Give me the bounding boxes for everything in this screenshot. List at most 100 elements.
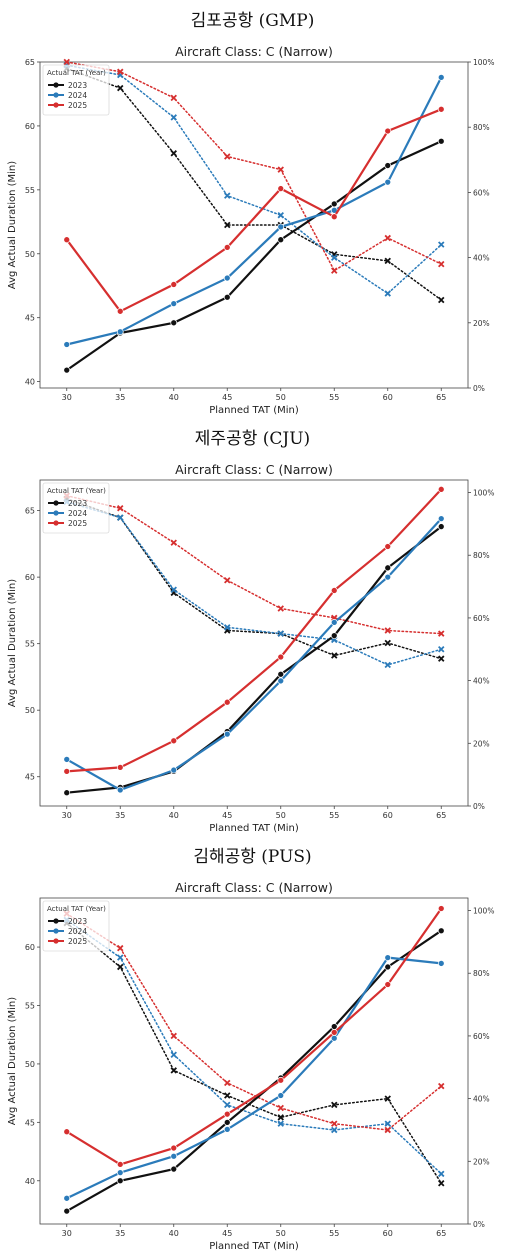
data-point <box>438 630 445 637</box>
legend-label: 2023 <box>68 917 87 926</box>
data-point <box>330 1023 338 1030</box>
legend-marker <box>53 520 59 526</box>
data-point <box>170 586 177 593</box>
legend-label: 2025 <box>68 101 87 110</box>
x-tick-label: 45 <box>222 811 232 820</box>
series-2024-duration <box>63 515 445 794</box>
y2-tick-label: 60% <box>473 188 490 197</box>
data-point <box>223 698 231 706</box>
data-point <box>170 737 178 745</box>
plot-frame <box>39 897 469 1225</box>
y2-tick-label: 40% <box>473 1095 490 1104</box>
y-tick-label: 65 <box>25 58 35 67</box>
series-2024-rate <box>63 916 445 1178</box>
x-tick-label: 65 <box>436 811 446 820</box>
y2-tick-label: 60% <box>473 1032 490 1041</box>
data-point <box>223 730 231 738</box>
chart-heading: 김해공항 (PUS) <box>193 847 312 867</box>
data-point <box>437 137 445 145</box>
y-tick-label: 50 <box>25 250 35 259</box>
y2-tick-label: 20% <box>473 739 490 748</box>
x-tick-label: 60 <box>383 1229 393 1238</box>
legend-label: 2025 <box>68 519 87 528</box>
data-point <box>224 221 231 229</box>
data-point <box>438 646 445 653</box>
x-tick-label: 60 <box>383 811 393 820</box>
y-tick-label: 65 <box>25 507 35 516</box>
data-point <box>384 963 392 971</box>
data-point <box>438 296 445 304</box>
data-point <box>277 670 285 678</box>
data-point <box>384 1126 391 1134</box>
data-point <box>224 1079 231 1087</box>
y-tick-label: 40 <box>25 1177 35 1186</box>
chart-title: Aircraft Class: C (Narrow) <box>175 44 333 59</box>
x-tick-label: 30 <box>62 393 72 402</box>
data-point <box>224 1092 231 1099</box>
series-line <box>65 517 443 792</box>
data-point <box>277 1120 284 1127</box>
data-point <box>277 1092 285 1099</box>
x-tick-label: 50 <box>276 1229 286 1238</box>
legend-marker <box>53 510 59 516</box>
series-line <box>65 907 443 1166</box>
data-point <box>117 504 124 512</box>
data-point <box>63 1207 71 1215</box>
data-point <box>170 281 178 288</box>
y-tick-label: 55 <box>25 640 35 649</box>
y2-tick-label: 100% <box>473 489 494 498</box>
y-tick-label: 45 <box>25 314 35 323</box>
data-point <box>116 328 124 336</box>
data-point <box>63 236 71 244</box>
y-tick-label: 60 <box>25 573 35 582</box>
y2-tick-label: 0% <box>473 1220 485 1229</box>
data-point <box>437 515 445 522</box>
data-point <box>224 153 231 160</box>
x-tick-label: 35 <box>115 393 125 402</box>
series-line <box>66 922 443 1185</box>
legend-box <box>42 482 110 534</box>
chart-panel-gmp: 김포공항 (GMP) Aircraft Class: C (Narrow) 40 4… <box>0 0 505 418</box>
data-point <box>170 1051 177 1058</box>
data-point <box>438 260 445 268</box>
x-tick-label: 45 <box>222 1229 232 1238</box>
data-point <box>384 954 392 961</box>
data-point <box>224 577 231 584</box>
y-tick-label: 45 <box>25 1118 35 1127</box>
legend-label: 2024 <box>68 509 87 518</box>
data-point <box>330 1034 338 1042</box>
x-tick-label: 35 <box>115 1229 125 1238</box>
legend-marker <box>53 92 59 98</box>
series-line <box>65 488 443 773</box>
series-line <box>66 501 443 666</box>
y-tick-label: 55 <box>25 186 35 195</box>
y2-tick-label: 80% <box>473 123 490 132</box>
x-tick-label: 45 <box>222 393 232 402</box>
data-point <box>384 639 391 647</box>
legend-label: 2025 <box>68 937 87 946</box>
chart-panel-pus: 김해공항 (PUS) Aircraft Class: C (Narrow) 40 4… <box>0 836 505 1254</box>
data-point <box>384 127 392 135</box>
x-axis-label: Planned TAT (Min) <box>209 823 299 834</box>
data-point <box>437 905 445 912</box>
data-point <box>384 627 391 634</box>
data-point <box>116 764 124 771</box>
chart-heading: 제주공항 (CJU) <box>194 429 311 449</box>
data-point <box>170 1144 178 1152</box>
series-2023-duration <box>63 927 445 1215</box>
data-point <box>384 981 392 988</box>
series-line <box>65 140 443 372</box>
chart-title: Aircraft Class: C (Narrow) <box>175 880 333 895</box>
legend-marker <box>53 938 59 944</box>
data-point <box>116 1177 124 1185</box>
x-tick-label: 50 <box>276 811 286 820</box>
data-point <box>223 244 231 251</box>
legend-title: Actual TAT (Year) <box>47 69 106 77</box>
series-2025-rate <box>63 58 445 274</box>
data-point <box>117 68 124 76</box>
data-point <box>437 927 445 935</box>
data-point <box>330 200 338 208</box>
data-point <box>223 274 231 282</box>
